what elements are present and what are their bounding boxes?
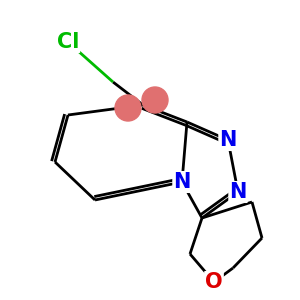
- Text: N: N: [229, 182, 247, 202]
- Circle shape: [142, 87, 168, 113]
- Text: Cl: Cl: [57, 32, 79, 52]
- Text: O: O: [205, 272, 223, 292]
- Circle shape: [115, 95, 141, 121]
- Text: N: N: [173, 172, 191, 192]
- Text: N: N: [219, 130, 237, 150]
